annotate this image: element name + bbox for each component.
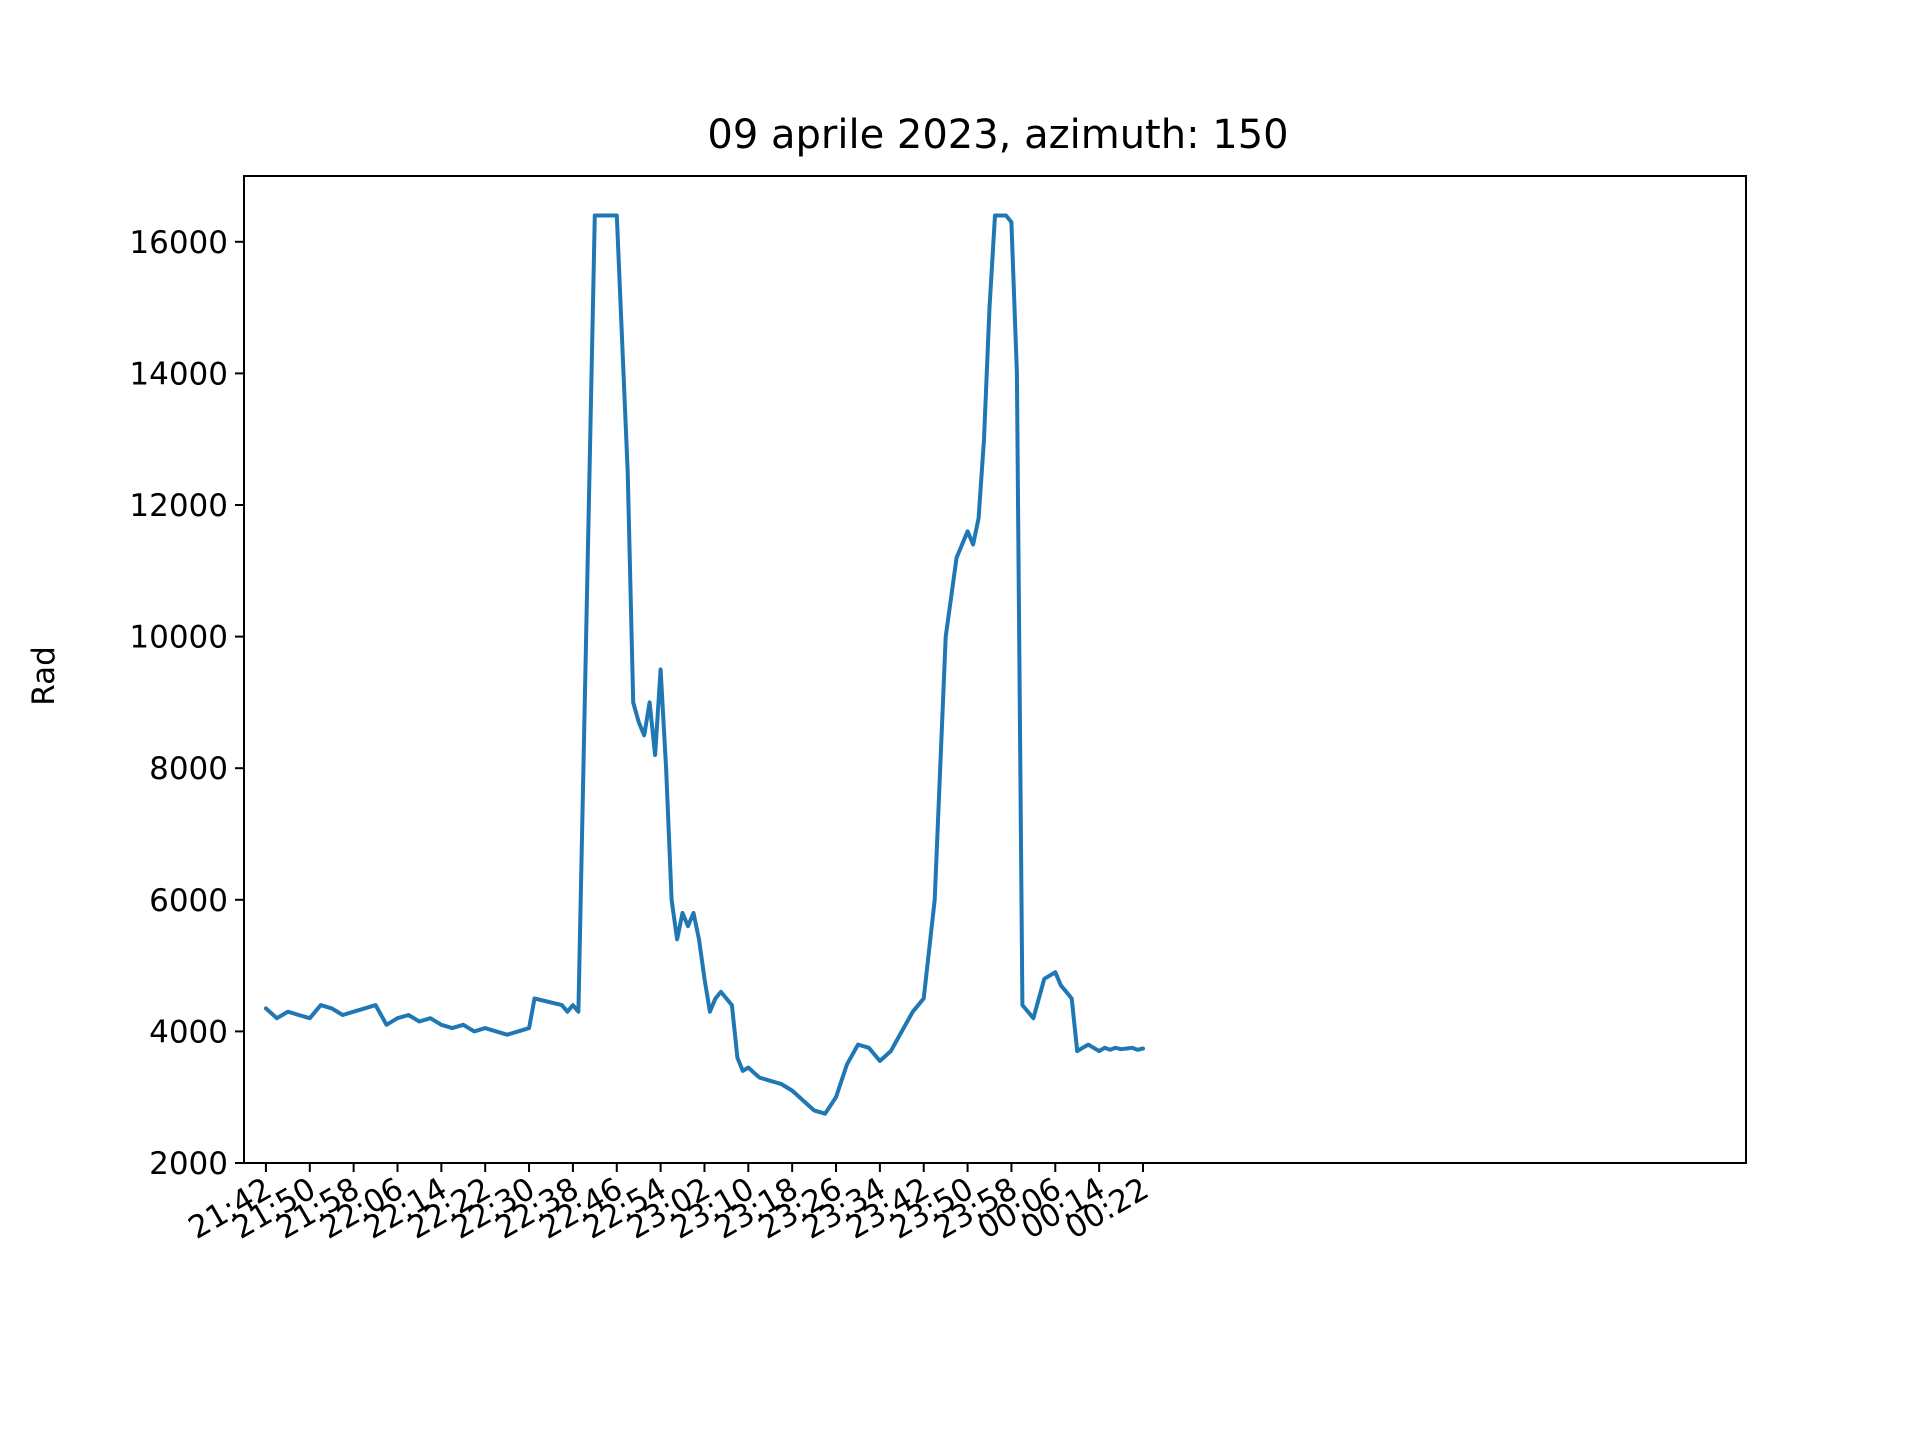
plot-area (263, 213, 1145, 1116)
y-tick-label: 4000 (149, 1014, 228, 1050)
y-tick-label: 10000 (129, 620, 228, 656)
y-tick-label: 16000 (129, 225, 228, 261)
chart-title: 09 aprile 2023, azimuth: 150 (707, 112, 1288, 158)
y-tick-label: 14000 (129, 356, 228, 392)
y-tick-label: 8000 (149, 751, 228, 787)
y-tick-label: 2000 (149, 1146, 228, 1182)
y-tick-label: 6000 (149, 883, 228, 919)
y-tick-label: 12000 (129, 488, 228, 524)
y-axis-label: Rad (26, 646, 62, 706)
series-line (263, 213, 1145, 1116)
y-axis: 2000 4000 6000 8000 10000 12000 14000 16000 (129, 225, 244, 1182)
plot-frame (243, 175, 1747, 1164)
x-axis: 21:4221:5021:5822:0622:1422:2222:3022:38… (183, 1163, 1155, 1247)
